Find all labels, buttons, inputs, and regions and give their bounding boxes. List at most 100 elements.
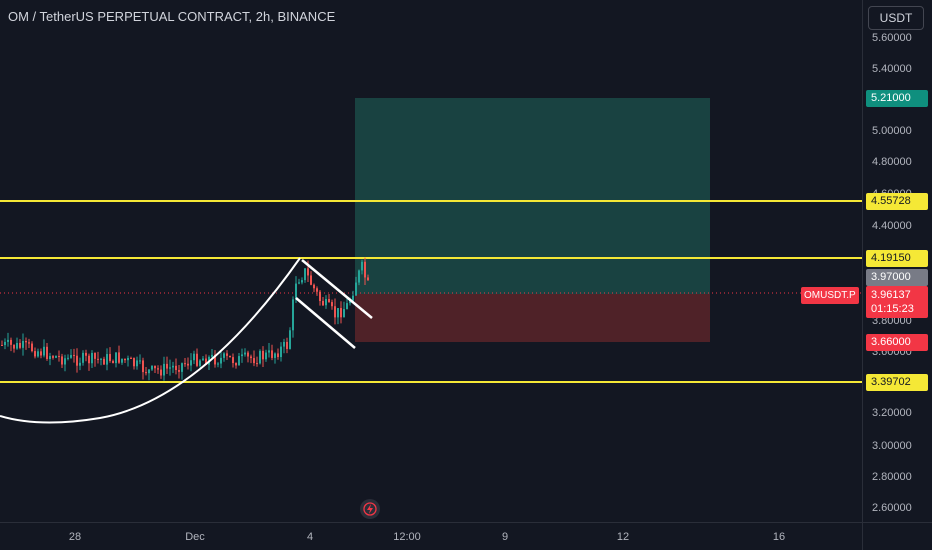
- candle-body: [97, 358, 99, 360]
- lightning-icon: [363, 502, 377, 516]
- stop-zone[interactable]: [355, 294, 710, 342]
- time-label: 9: [501, 531, 509, 543]
- resistance-lower-label: 4.19150: [866, 250, 928, 267]
- candle-body: [319, 291, 321, 301]
- candle-body: [337, 308, 339, 318]
- time-label: 12: [616, 531, 630, 543]
- candle-body: [109, 354, 111, 361]
- candle-body: [16, 342, 18, 349]
- candle-body: [253, 358, 255, 364]
- candle-body: [367, 277, 369, 281]
- candle-body: [145, 372, 147, 374]
- candle-body: [124, 358, 126, 361]
- time-axis[interactable]: [0, 522, 862, 550]
- flag-channel-bottom[interactable]: [295, 297, 356, 349]
- candle-body: [358, 270, 360, 283]
- support-price-label: 3.39702: [866, 374, 928, 391]
- price-tick: 3.00000: [872, 440, 912, 452]
- replay-button[interactable]: [360, 499, 380, 519]
- candle-body: [205, 358, 207, 365]
- candle-body: [346, 303, 348, 310]
- candle-body: [25, 341, 27, 343]
- candle-body: [70, 355, 72, 358]
- candle-body: [37, 351, 39, 357]
- candle-body: [364, 261, 366, 278]
- candle-body: [196, 353, 198, 366]
- candle-body: [61, 356, 63, 365]
- time-label: 28: [68, 531, 82, 543]
- stop-price-label: 3.66000: [866, 334, 928, 351]
- candle-body: [46, 346, 48, 360]
- candle-body: [163, 363, 165, 376]
- candle-body: [49, 356, 51, 360]
- candle-body: [241, 354, 243, 357]
- cup-curve-drawing[interactable]: [0, 257, 301, 424]
- price-tick: 3.20000: [872, 407, 912, 419]
- candle-body: [82, 352, 84, 363]
- candle-body: [118, 352, 120, 363]
- candle-body: [286, 341, 288, 349]
- currency-button[interactable]: USDT: [868, 6, 924, 30]
- candle-body: [235, 363, 237, 366]
- candle-body: [40, 351, 42, 356]
- candle-body: [106, 354, 108, 365]
- candle-body: [334, 306, 336, 318]
- candle-body: [247, 352, 249, 357]
- candle-body: [154, 365, 156, 369]
- candle-body: [22, 341, 24, 348]
- candle-body: [148, 369, 150, 374]
- candle-body: [229, 355, 231, 358]
- price-axis[interactable]: [862, 0, 932, 522]
- candle-body: [217, 363, 219, 365]
- candle-body: [55, 355, 57, 358]
- candle-body: [307, 268, 309, 276]
- price-tick: 4.80000: [872, 156, 912, 168]
- candle-body: [91, 352, 93, 364]
- price-chart[interactable]: [0, 0, 862, 522]
- candle-body: [202, 358, 204, 361]
- candle-body: [316, 288, 318, 292]
- candle-body: [238, 356, 240, 366]
- time-label: 16: [772, 531, 786, 543]
- candle-body: [160, 369, 162, 376]
- candle-body: [331, 302, 333, 307]
- bar-countdown: 01:15:23: [871, 303, 914, 315]
- flag-channel-top[interactable]: [301, 259, 373, 319]
- time-label: 4: [306, 531, 314, 543]
- candle-body: [127, 357, 129, 361]
- candle-body: [19, 342, 21, 348]
- candle-body: [304, 268, 306, 281]
- candle-body: [265, 352, 267, 360]
- candle-body: [43, 346, 45, 356]
- candle-body: [31, 343, 33, 352]
- candle-body: [94, 352, 96, 359]
- candle-body: [64, 358, 66, 365]
- candle-body: [142, 360, 144, 373]
- candle-body: [115, 352, 117, 364]
- candle-body: [112, 360, 114, 364]
- price-tick: 2.80000: [872, 471, 912, 483]
- candle-body: [271, 350, 273, 358]
- candle-body: [166, 363, 168, 369]
- candle-body: [343, 309, 345, 318]
- candle-body: [256, 363, 258, 365]
- candle-body: [130, 357, 132, 359]
- candle-body: [181, 363, 183, 372]
- target-zone[interactable]: [355, 98, 710, 294]
- candle-body: [274, 353, 276, 358]
- candle-body: [244, 352, 246, 355]
- price-tick: 5.00000: [872, 125, 912, 137]
- candle-body: [193, 353, 195, 361]
- candle-body: [79, 362, 81, 366]
- price-tick: 5.60000: [872, 32, 912, 44]
- candle-body: [67, 357, 69, 359]
- candle-body: [220, 357, 222, 364]
- candle-body: [301, 280, 303, 283]
- chart-canvas[interactable]: OM / TetherUS PERPETUAL CONTRACT, 2h, BI…: [0, 0, 862, 522]
- candle-body: [322, 300, 324, 306]
- candle-body: [199, 360, 201, 366]
- candle-body: [136, 360, 138, 367]
- candle-body: [277, 353, 279, 358]
- price-tick: 3.80000: [872, 315, 912, 327]
- candle-body: [7, 339, 9, 342]
